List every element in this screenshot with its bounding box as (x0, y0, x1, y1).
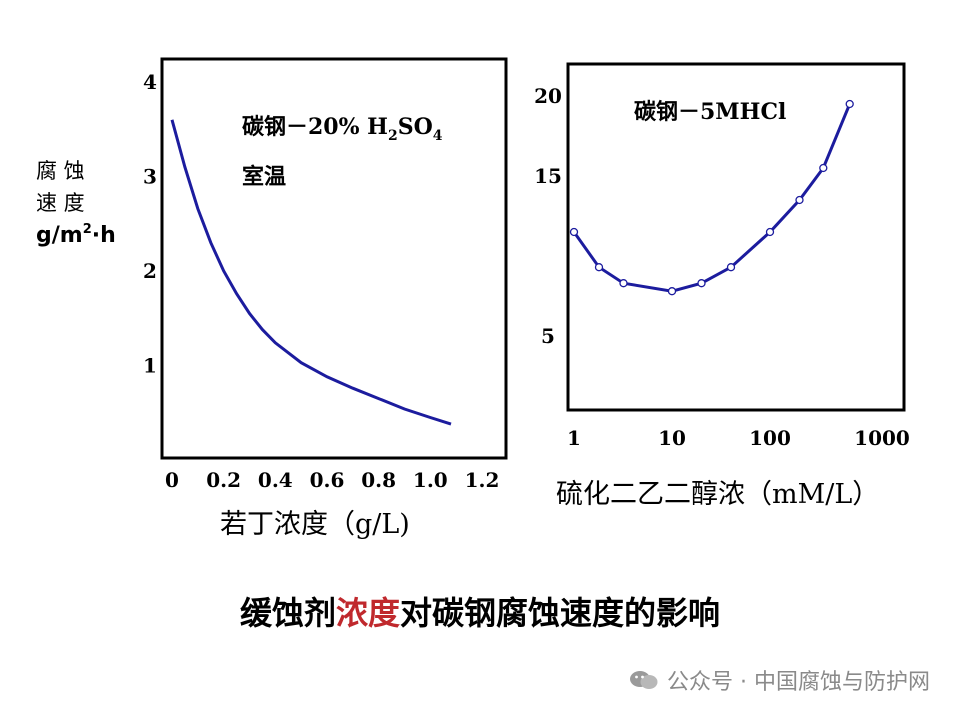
left-y-ticks: 4 3 2 1 (143, 70, 157, 378)
wechat-icon (630, 671, 658, 689)
right-data-point (619, 279, 628, 288)
left-y-label-line1: 腐 蚀 (36, 159, 85, 183)
left-plot-frame (160, 57, 508, 460)
right-x-tick-label: 1 (567, 426, 581, 450)
right-annotation: 碳钢－5MHCl (634, 99, 786, 125)
right-data-point (845, 99, 854, 109)
figure-caption: 缓蚀剂浓度对碳钢腐蚀速度的影响 (0, 588, 960, 634)
left-y-tick-label: 2 (143, 259, 157, 283)
left-x-tick-label: 1.2 (465, 468, 500, 492)
left-y-label-line2: 速 度 (36, 191, 85, 215)
right-y-tick-label: 20 (534, 84, 562, 108)
watermark-text: 公众号 · 中国腐蚀与防护网 (667, 670, 930, 695)
left-annotation-line1: 碳钢－20% H2SO4 (242, 114, 443, 144)
right-series-line (572, 103, 852, 293)
right-y-ticks: 20 15 5 (534, 84, 562, 348)
right-data-point (594, 263, 604, 272)
left-y-tick-label: 3 (143, 165, 157, 189)
right-data-point (726, 263, 736, 272)
left-x-tick-label: 0.4 (258, 468, 293, 492)
left-x-tick-label: 0.6 (310, 468, 345, 492)
right-data-point (569, 227, 579, 237)
caption-part1: 缓蚀剂 (239, 594, 336, 632)
right-x-tick-label: 1000 (854, 426, 910, 450)
right-data-point (667, 287, 677, 296)
right-data-point (819, 163, 828, 173)
left-y-tick-label: 4 (143, 70, 157, 94)
right-series-markers (569, 99, 854, 296)
right-data-point (697, 279, 706, 288)
left-chart: 4 3 2 1 0 0.2 0.4 0.6 0.8 1.0 1.2 碳钢－20% H2SO4 室温… (36, 57, 508, 540)
right-data-point (795, 195, 804, 205)
watermark: 公众号 · 中国腐蚀与防护网 (629, 664, 930, 696)
left-y-label-unit: g/m2·h (36, 222, 116, 248)
left-y-tick-label: 1 (143, 354, 157, 378)
caption-highlight: 浓度 (335, 594, 400, 632)
left-x-tick-label: 0.8 (361, 468, 396, 492)
left-annotation-line2: 室温 (242, 164, 286, 190)
right-chart: 20 15 5 1 10 100 1000 碳钢－5MHCl 硫化二乙二醇浓（mM/L） (534, 62, 910, 510)
right-plot-frame (566, 62, 906, 412)
left-x-tick-label: 0 (165, 468, 179, 492)
left-x-axis-label: 若丁浓度（g/L) (220, 509, 410, 540)
right-y-tick-label: 15 (534, 164, 562, 188)
caption-part2: 对碳钢腐蚀速度的影响 (400, 594, 721, 632)
right-x-tick-label: 100 (749, 426, 791, 450)
left-x-tick-label: 0.2 (206, 468, 241, 492)
right-x-ticks: 1 10 100 1000 (567, 426, 910, 450)
right-data-point (765, 227, 775, 237)
right-x-tick-label: 10 (658, 426, 686, 450)
left-x-tick-label: 1.0 (413, 468, 448, 492)
left-series-line (170, 119, 452, 426)
left-x-ticks: 0 0.2 0.4 0.6 0.8 1.0 1.2 (165, 468, 499, 492)
right-x-axis-label: 硫化二乙二醇浓（mM/L） (556, 479, 879, 510)
right-y-tick-label: 5 (541, 324, 555, 348)
